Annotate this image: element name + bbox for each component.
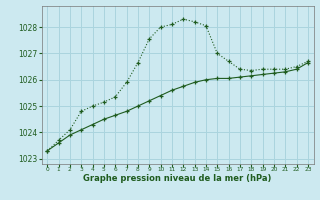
X-axis label: Graphe pression niveau de la mer (hPa): Graphe pression niveau de la mer (hPa) <box>84 174 272 183</box>
